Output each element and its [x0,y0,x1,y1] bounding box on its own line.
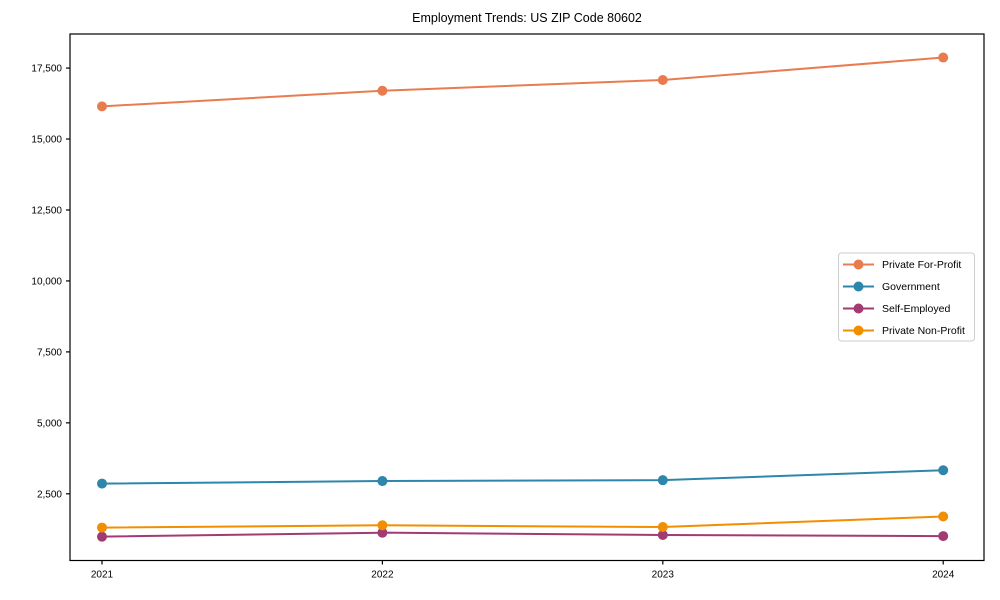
x-tick-label: 2024 [932,570,955,581]
y-tick-label: 17,500 [31,64,62,75]
y-tick-label: 10,000 [31,276,62,287]
x-tick-label: 2021 [91,570,114,581]
series-line-government [101,469,944,485]
y-tick-label: 7,500 [37,347,62,358]
legend-label: Self-Employed [882,303,950,315]
legend-label: Private Non-Profit [882,325,965,337]
data-point [377,527,388,538]
data-point [938,465,949,476]
legend-marker [853,303,864,314]
data-point [97,531,107,542]
y-tick-label: 15,000 [31,135,62,146]
legend-item: Government [843,281,940,293]
legend-item: Private Non-Profit [843,325,965,337]
x-tick-label: 2022 [371,570,394,581]
chart-title: Employment Trends: US ZIP Code 80602 [412,11,642,25]
data-point [938,52,949,63]
y-tick-label: 12,500 [31,205,62,216]
legend: Private For-Profit Government Self-Employe… [838,252,975,342]
series-line-private-for-profit [101,56,944,108]
legend-box [838,252,975,342]
data-point [657,475,668,486]
data-point [657,74,668,85]
data-point [97,101,107,112]
plot-area: 2,500 5,000 7,500 10,000 12,500 15,000 17,500 2… [31,33,985,581]
legend-label: Government [882,281,940,293]
legend-label: Private For-Profit [882,259,961,271]
legend-marker [853,259,864,270]
y-tick-label: 5,000 [37,418,62,429]
legend-item: Private For-Profit [843,259,961,271]
x-tick-label: 2023 [652,570,675,581]
data-point [377,476,388,487]
data-point [377,85,388,96]
data-point [97,522,107,533]
data-point [97,478,107,489]
y-tick-label: 2,500 [37,489,62,500]
data-point [938,531,949,542]
legend-item: Self-Employed [843,303,950,315]
data-point [938,511,949,522]
data-point [377,520,388,531]
data-point [657,529,668,540]
series-line-self-employed [101,531,944,538]
plot-border [69,33,985,562]
legend-marker [853,325,864,336]
data-point [657,522,668,533]
series-line-private-non-profit [101,515,944,529]
legend-marker [853,281,864,292]
